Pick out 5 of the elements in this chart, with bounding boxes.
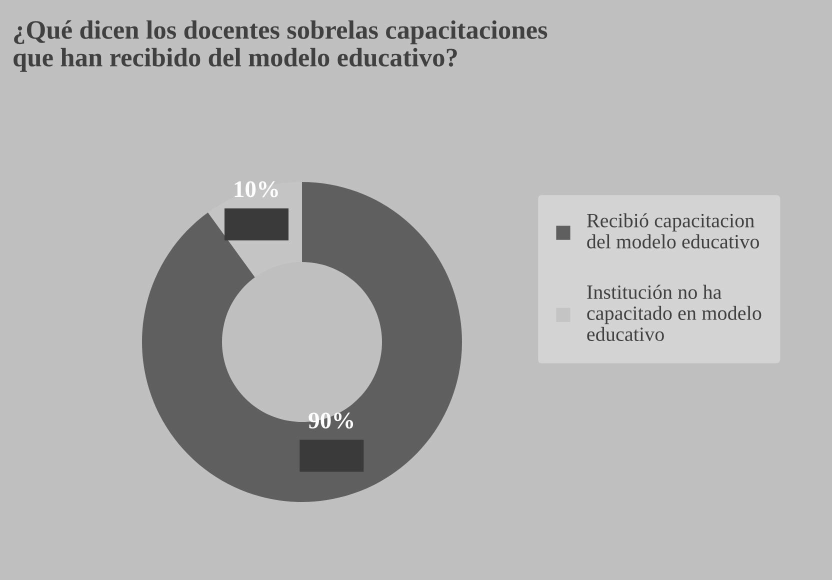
legend-label: Institución no ha capacitado en modelo educativo (587, 284, 762, 342)
chart-title: ¿Qué dicen los docentes sobrelas capacitaciones que han recibido del modelo educativo? (14, 20, 548, 72)
data-label: 10% (234, 181, 278, 198)
data-label: 90% (308, 412, 354, 429)
legend-label: Recibió capacitacion del modelo educativo (586, 213, 759, 248)
